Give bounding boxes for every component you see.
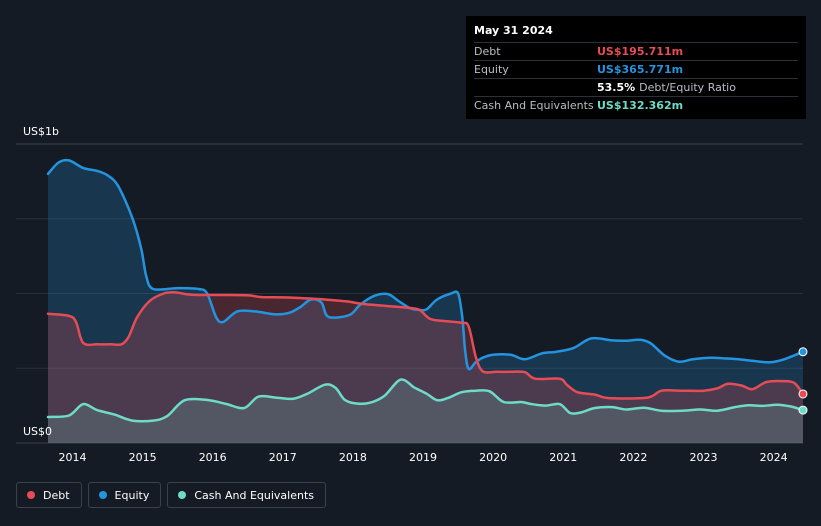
end-marker-equity (798, 347, 808, 357)
x-tick-2024: 2024 (759, 451, 788, 464)
legend-item-equity[interactable]: Equity (87, 482, 162, 508)
tooltip-debt-value: US$195.711m (597, 45, 684, 58)
legend-item-debt[interactable]: Debt (16, 482, 82, 508)
tooltip-equity-label: Equity (474, 63, 509, 76)
x-tick-2020: 2020 (479, 451, 508, 464)
chart-end-markers (798, 347, 808, 415)
tooltip-cash-value: US$132.362m (597, 99, 684, 112)
end-marker-cash (798, 405, 808, 415)
x-tick-2019: 2019 (409, 451, 437, 464)
tooltip-row-equity: Equity US$365.771m (474, 60, 798, 78)
x-tick-2023: 2023 (689, 451, 718, 464)
line-cash (46, 378, 805, 423)
chart-lines (46, 158, 805, 423)
tooltip-equity-value: US$365.771m (597, 63, 684, 76)
chart-gridlines (16, 143, 803, 444)
tooltip-debt-label: Debt (474, 45, 501, 58)
tooltip-cash-label: Cash And Equivalents (474, 99, 594, 112)
tooltip-row-ratio: 53.5% Debt/Equity Ratio (474, 78, 798, 96)
end-marker-debt (798, 389, 808, 399)
tooltip-row-debt: Debt US$195.711m (474, 42, 798, 60)
legend-dot-equity (98, 491, 107, 499)
legend-dot-debt (27, 491, 35, 499)
legend-dot-cash (178, 491, 187, 499)
x-tick-2017: 2017 (268, 451, 297, 464)
legend-item-cash[interactable]: Cash And Equivalents (167, 482, 326, 508)
area-cash (48, 379, 803, 443)
x-tick-2016: 2016 (198, 451, 227, 464)
x-tick-2015: 2015 (128, 451, 157, 464)
x-tick-2014: 2014 (58, 451, 87, 464)
chart-areas (48, 160, 803, 443)
tooltip-ratio-label: Debt/Equity Ratio (639, 81, 736, 94)
x-tick-2022: 2022 (619, 451, 648, 464)
tooltip-ratio-value: 53.5% (597, 81, 636, 94)
x-tick-2018: 2018 (338, 451, 367, 464)
legend-label-debt: Debt (43, 488, 70, 502)
x-tick-2021: 2021 (549, 451, 578, 464)
y-axis-label-bottom: US$0 (23, 425, 53, 438)
area-debt (48, 292, 803, 443)
legend-label-equity: Equity (114, 488, 150, 502)
line-debt (46, 290, 805, 400)
y-axis-label-top: US$1b (23, 125, 60, 138)
chart-tooltip: May 31 2024 Debt US$195.711m Equity US$3… (466, 16, 806, 119)
area-equity (48, 160, 803, 443)
chart-legend: Debt Equity Cash And Equivalents (16, 482, 326, 508)
tooltip-date: May 31 2024 (474, 24, 553, 37)
legend-label-cash: Cash And Equivalents (194, 488, 314, 502)
tooltip-row-cash: Cash And Equivalents US$132.362m (474, 96, 798, 114)
